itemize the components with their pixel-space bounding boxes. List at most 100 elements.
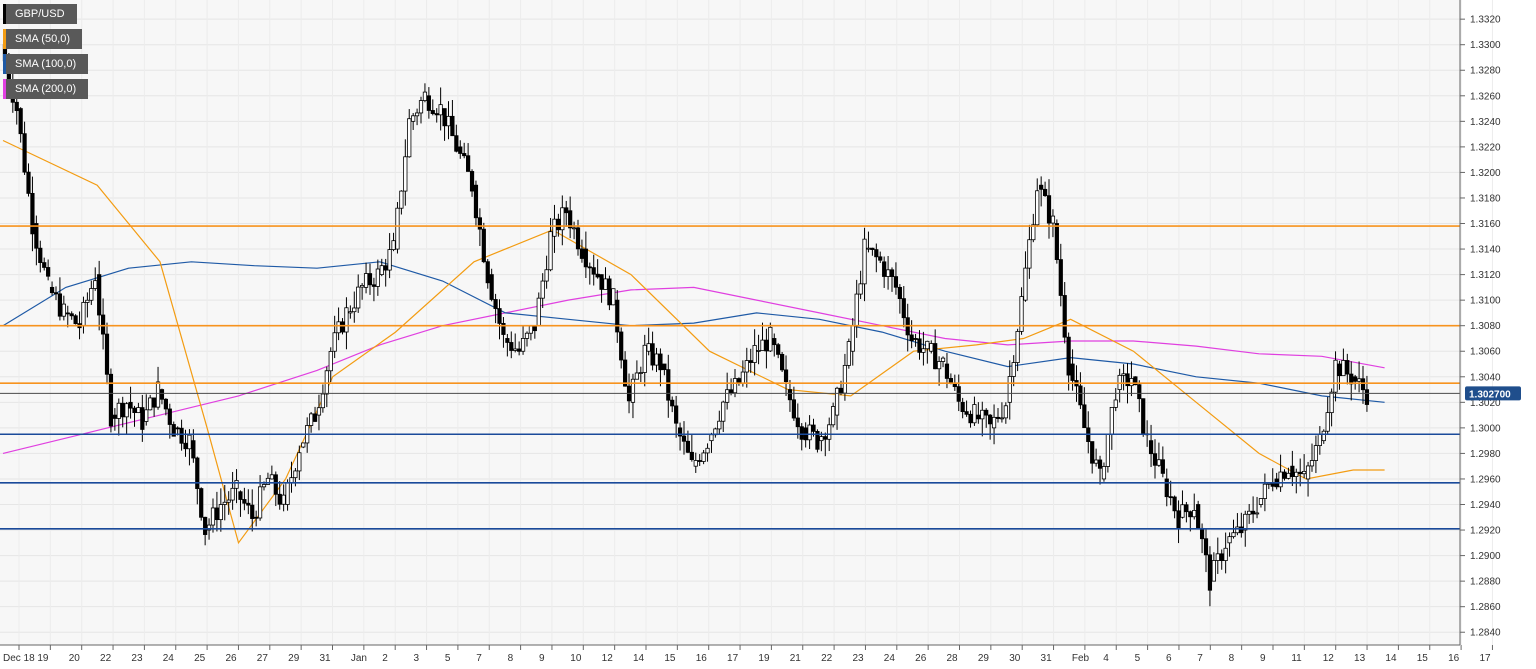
candle-body [524,332,530,339]
candle-body [725,389,730,403]
candle-body [163,398,168,410]
candle-body [1007,376,1012,403]
candle-body [1082,404,1087,429]
candle-body [1356,378,1362,382]
candle-body [893,276,899,288]
x-tick-label: 15 [1417,653,1429,664]
candle-body [505,338,510,343]
candle-body [1101,466,1107,480]
y-tick-label: 1.2840 [1470,628,1501,639]
candle-body [222,501,227,505]
candle-body [1113,399,1118,408]
y-tick-label: 1.3300 [1470,40,1501,51]
y-tick-label: 1.2880 [1470,577,1501,588]
candle-body [776,344,781,355]
candle-body [681,435,687,442]
candle-body [446,115,451,127]
candle-body [383,265,388,271]
candle-body [972,404,977,424]
candle-body [152,397,157,408]
candle-body [238,491,243,500]
candle-body [925,340,930,350]
x-tick-label: 7 [1197,653,1203,664]
candle-body [1027,239,1032,269]
candle-body [407,118,412,158]
candle-body [140,407,145,430]
candle-body [273,474,278,495]
candle-body [38,247,43,263]
x-tick-label: 14 [633,653,645,664]
y-tick-label: 1.3020 [1470,398,1501,409]
candle-body [783,369,789,383]
candle-body [136,407,141,414]
candle-body [293,470,298,479]
candle-body [811,424,816,432]
candle-body [1105,433,1110,467]
candle-body [1309,460,1315,467]
candle-body [497,308,502,324]
candle-body [218,504,223,521]
candle-body [97,274,102,316]
candle-body [552,218,557,237]
x-tick-label: 12 [602,653,614,664]
candle-body [116,402,121,419]
candle-body [1313,445,1319,461]
x-tick-label: 14 [1385,653,1397,664]
y-tick-label: 1.3280 [1470,66,1501,77]
candle-body [250,504,255,519]
candle-body [242,499,247,504]
candle-body [1254,512,1260,515]
candle-body [112,414,117,419]
candle-body [1062,295,1067,338]
candle-body [65,312,70,315]
candle-body [203,516,208,535]
candle-body [30,192,35,235]
candle-body [658,353,663,371]
candle-body [1050,215,1056,224]
candle-body [823,436,828,440]
candle-body [430,110,435,114]
candle-body [819,436,824,442]
candle-body [520,338,526,352]
x-tick-label: 23 [131,653,143,664]
x-tick-label: 25 [194,653,206,664]
candle-body [340,321,345,333]
x-tick-label: 19 [758,653,770,664]
y-tick-label: 1.3260 [1470,91,1501,102]
x-tick-label: Feb [1072,653,1090,664]
candle-body [179,427,184,444]
candle-body [1097,459,1103,469]
level-lines [0,225,1460,530]
candle-body [344,307,349,333]
candle-body [336,321,341,334]
candle-body [1207,554,1213,591]
candle-body [846,341,851,366]
candle-body [528,325,534,334]
candle-body [426,95,431,111]
candle-body [889,269,895,277]
candle-body [265,477,271,485]
candle-body [450,115,455,137]
candle-body [1282,471,1287,479]
candle-body [717,420,722,430]
candle-body [49,286,55,294]
candle-body [748,360,753,363]
candle-body [944,363,950,379]
candle-body [744,360,749,373]
candle-body [831,406,836,426]
candle-body [320,393,325,409]
candle-body [909,334,914,342]
candle-body [780,353,785,371]
candle-body [1227,536,1232,544]
x-tick-label: 31 [1041,653,1053,664]
x-tick-label: 26 [225,653,237,664]
x-axis: Dec 18 19 20 22 23 24 25 26 27 29 31 Jan 2 3 5 7 8 9 10 12 1… [3,645,1493,664]
y-tick-label: 1.3160 [1470,219,1501,230]
candle-body [1156,459,1162,466]
x-tick-label: 9 [539,653,545,664]
candle-body [564,207,569,214]
y-tick-label: 1.2980 [1470,449,1501,460]
candle-body [171,424,176,437]
candle-body [1211,560,1216,582]
candle-body [988,414,993,425]
